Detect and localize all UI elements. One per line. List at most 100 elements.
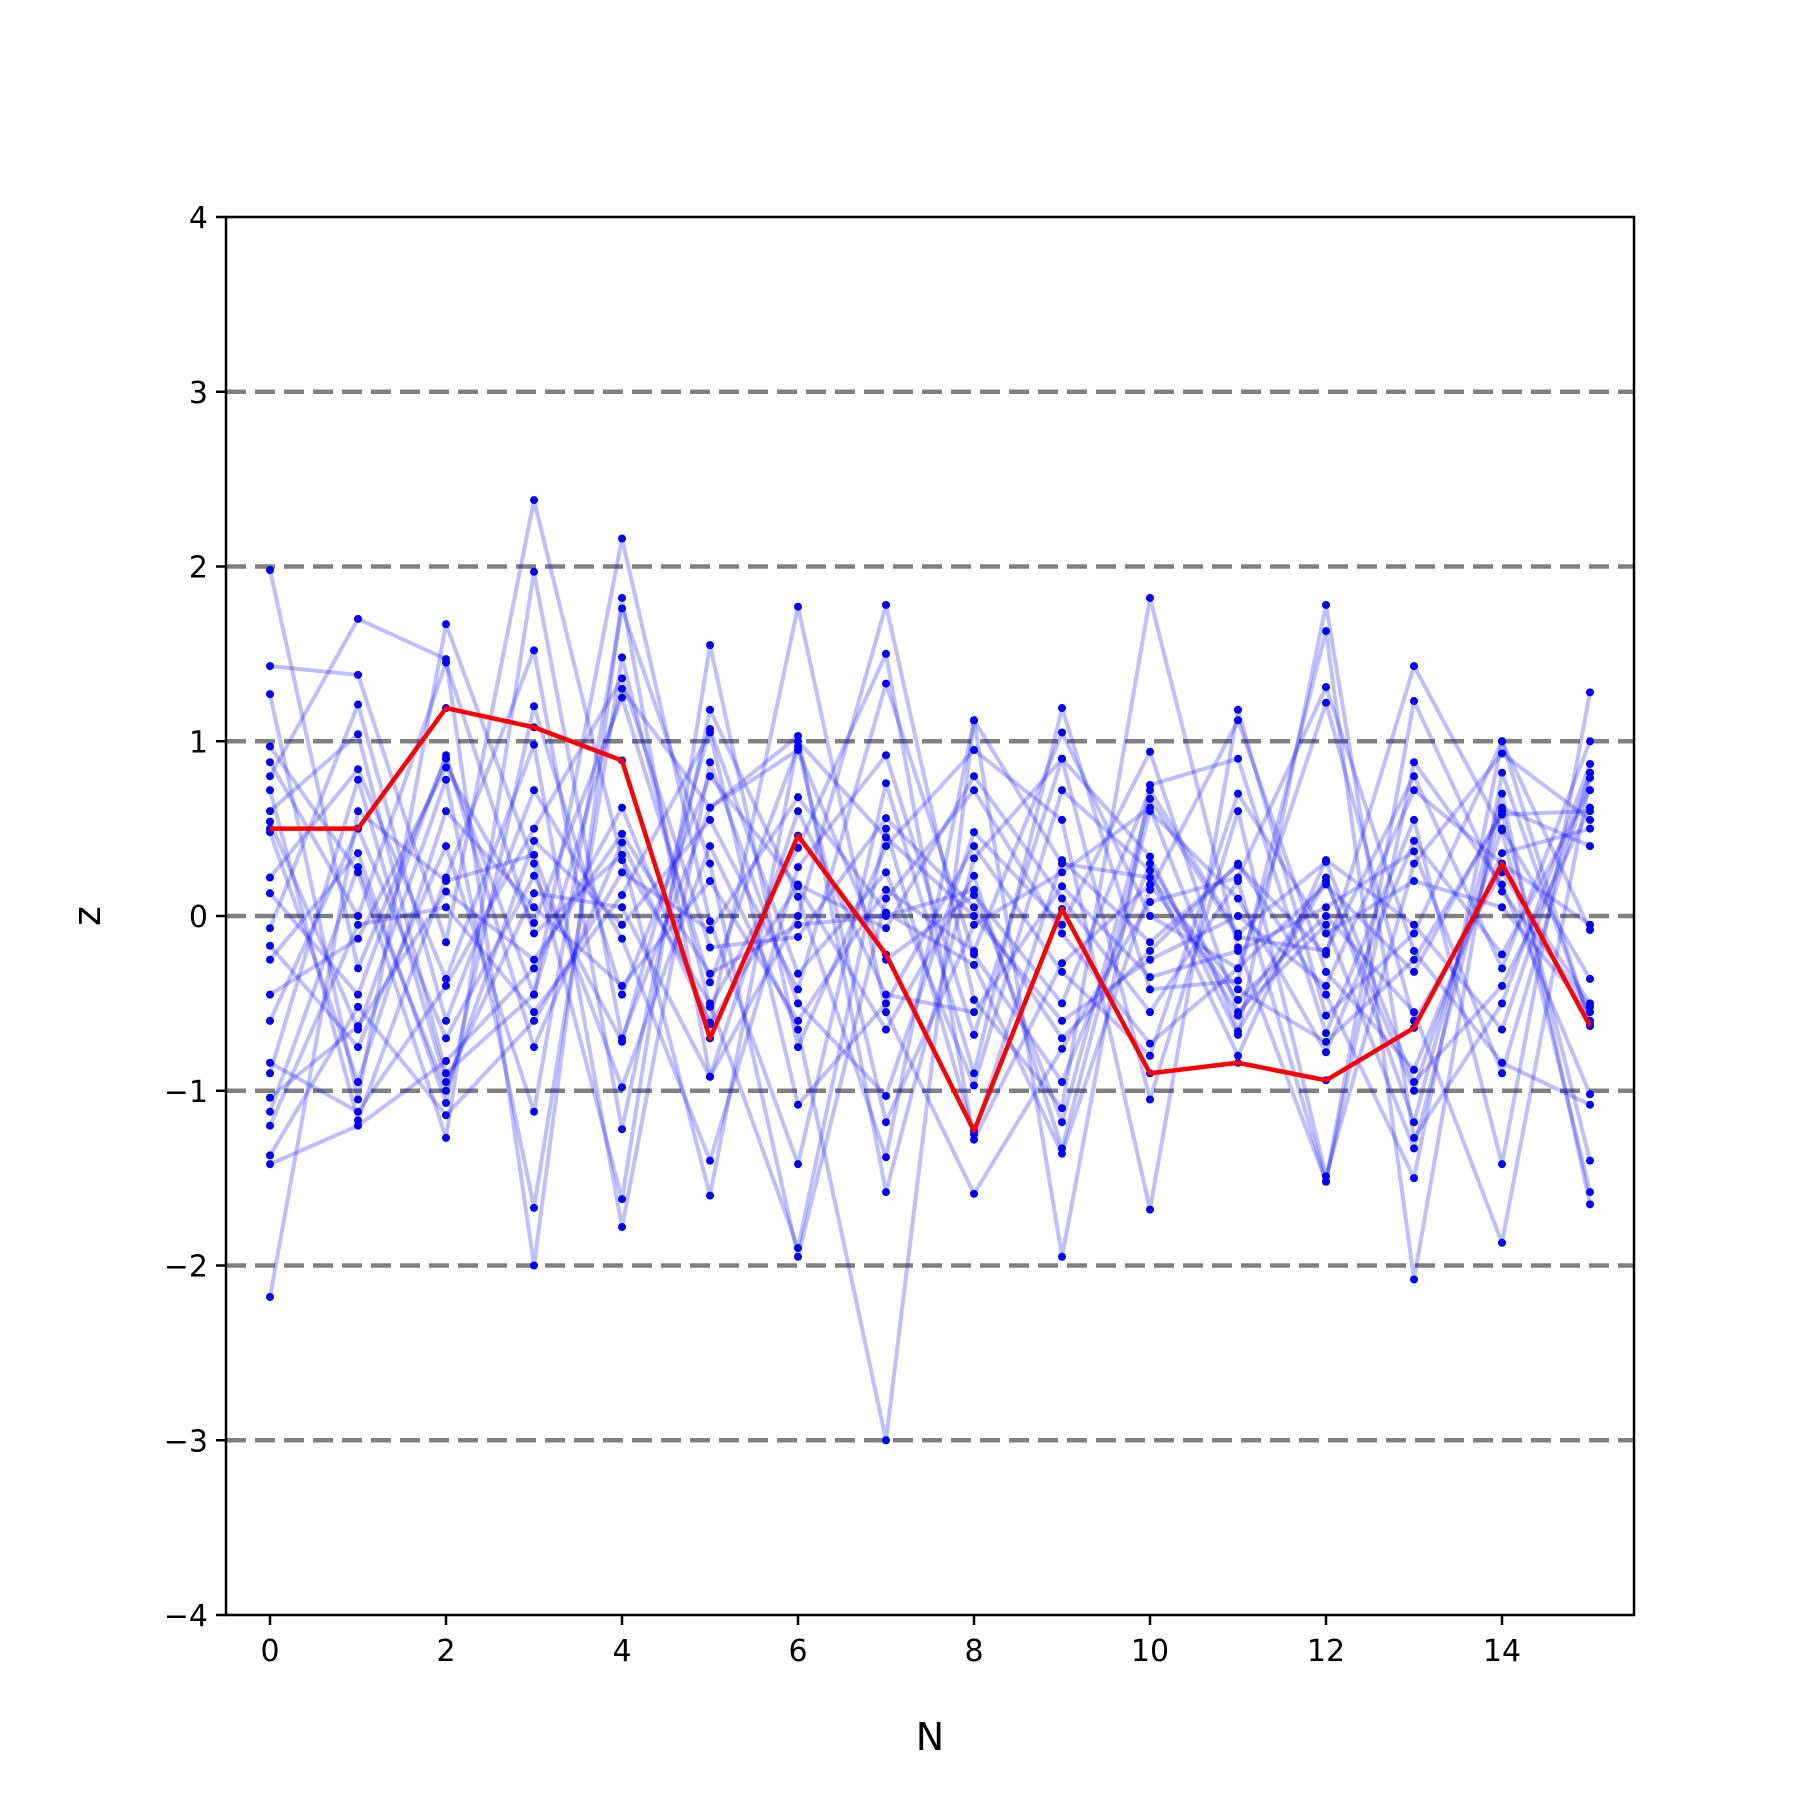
trial-point: [1498, 749, 1506, 758]
trial-point: [1322, 873, 1330, 882]
trial-point: [1498, 1238, 1506, 1247]
trial-point: [1058, 704, 1066, 713]
trial-point: [442, 763, 450, 772]
trial-point: [530, 859, 538, 868]
trial-point: [882, 990, 890, 999]
trial-line: [268, 742, 1591, 1230]
trial-point: [530, 646, 538, 655]
trial-point: [618, 903, 626, 912]
trial-line: [268, 718, 1591, 1157]
trial-point: [354, 990, 362, 999]
trial-point: [442, 1086, 450, 1095]
trial-line: [268, 536, 1592, 1282]
trial-point: [706, 815, 714, 824]
trial-point: [530, 496, 538, 505]
trial-point: [354, 863, 362, 872]
trial-point: [354, 807, 362, 816]
trial-point: [266, 1160, 274, 1169]
trial-series: [266, 496, 1594, 1445]
trial-point: [442, 807, 450, 816]
trial-point: [1058, 1078, 1066, 1087]
trial-point: [1586, 1100, 1594, 1109]
trial-point: [1322, 903, 1330, 912]
trial-point: [1322, 946, 1330, 955]
trial-point: [530, 918, 538, 927]
trial-point: [530, 1016, 538, 1025]
trial-point: [354, 1043, 362, 1052]
trial-point: [266, 786, 274, 795]
trial-point: [530, 889, 538, 898]
x-tick-label: 4: [612, 1634, 631, 1669]
trial-point: [1498, 824, 1506, 833]
trial-point: [1146, 866, 1154, 875]
trial-point: [442, 842, 450, 851]
trial-point: [970, 920, 978, 929]
trial-point: [530, 871, 538, 880]
trial-point: [882, 779, 890, 788]
trial-point: [618, 981, 626, 990]
trial-point: [1058, 959, 1066, 968]
trial-line: [268, 569, 1592, 1195]
trial-point: [442, 938, 450, 947]
trial-point: [970, 903, 978, 912]
trial-point: [1498, 999, 1506, 1008]
trial-point: [1058, 728, 1066, 737]
trial-point: [530, 903, 538, 912]
trial-line: [268, 604, 1591, 1196]
trial-point: [794, 1160, 802, 1169]
trial-point: [1322, 698, 1330, 707]
trial-point: [970, 1069, 978, 1078]
trial-point: [354, 1022, 362, 1031]
trial-point: [794, 1016, 802, 1025]
trial-line: [269, 676, 1592, 1181]
trial-point: [970, 828, 978, 837]
trial-point: [266, 1121, 274, 1130]
trial-point: [882, 908, 890, 917]
trial-point: [1410, 955, 1418, 964]
y-tick-label: 1: [189, 725, 208, 760]
trial-point: [706, 1156, 714, 1165]
trial-point: [354, 1002, 362, 1011]
trial-point: [1498, 1025, 1506, 1034]
trial-point: [706, 943, 714, 952]
trial-point: [1586, 824, 1594, 833]
trial-point: [1322, 981, 1330, 990]
trial-point: [618, 829, 626, 838]
trial-point: [970, 1081, 978, 1090]
x-tick-label: 8: [964, 1634, 983, 1669]
trial-point: [266, 1151, 274, 1160]
trial-point: [618, 534, 626, 543]
trial-point: [354, 912, 362, 920]
trial-point: [266, 807, 274, 816]
trial-point: [1410, 1078, 1418, 1087]
trial-point: [1410, 920, 1418, 929]
highlight-series: [270, 705, 1592, 1134]
trial-point: [530, 1107, 538, 1116]
trial-point: [882, 924, 890, 933]
trial-point: [882, 814, 890, 823]
trial-point: [1058, 882, 1066, 891]
trial-point: [794, 1244, 802, 1253]
trial-point: [1586, 815, 1594, 824]
trial-point: [794, 1100, 802, 1109]
trial-point: [442, 775, 450, 784]
trial-point: [1410, 847, 1418, 856]
trial-line: [268, 606, 1592, 1259]
trial-point: [354, 849, 362, 858]
trial-point: [1586, 920, 1594, 929]
y-tick-label: −1: [164, 1075, 208, 1110]
trial-point: [530, 786, 538, 795]
trial-point: [530, 1203, 538, 1212]
trial-point: [1498, 807, 1506, 816]
trial-point: [354, 920, 362, 929]
trial-point: [1058, 859, 1066, 868]
trial-point: [1586, 1188, 1594, 1197]
trial-point: [530, 1008, 538, 1017]
trial-point: [530, 990, 538, 999]
trial-point: [1410, 786, 1418, 795]
trial-point: [706, 1072, 714, 1081]
trial-point: [794, 912, 802, 920]
trial-point: [1498, 880, 1506, 889]
trial-point: [1322, 912, 1330, 920]
trial-point: [618, 934, 626, 943]
